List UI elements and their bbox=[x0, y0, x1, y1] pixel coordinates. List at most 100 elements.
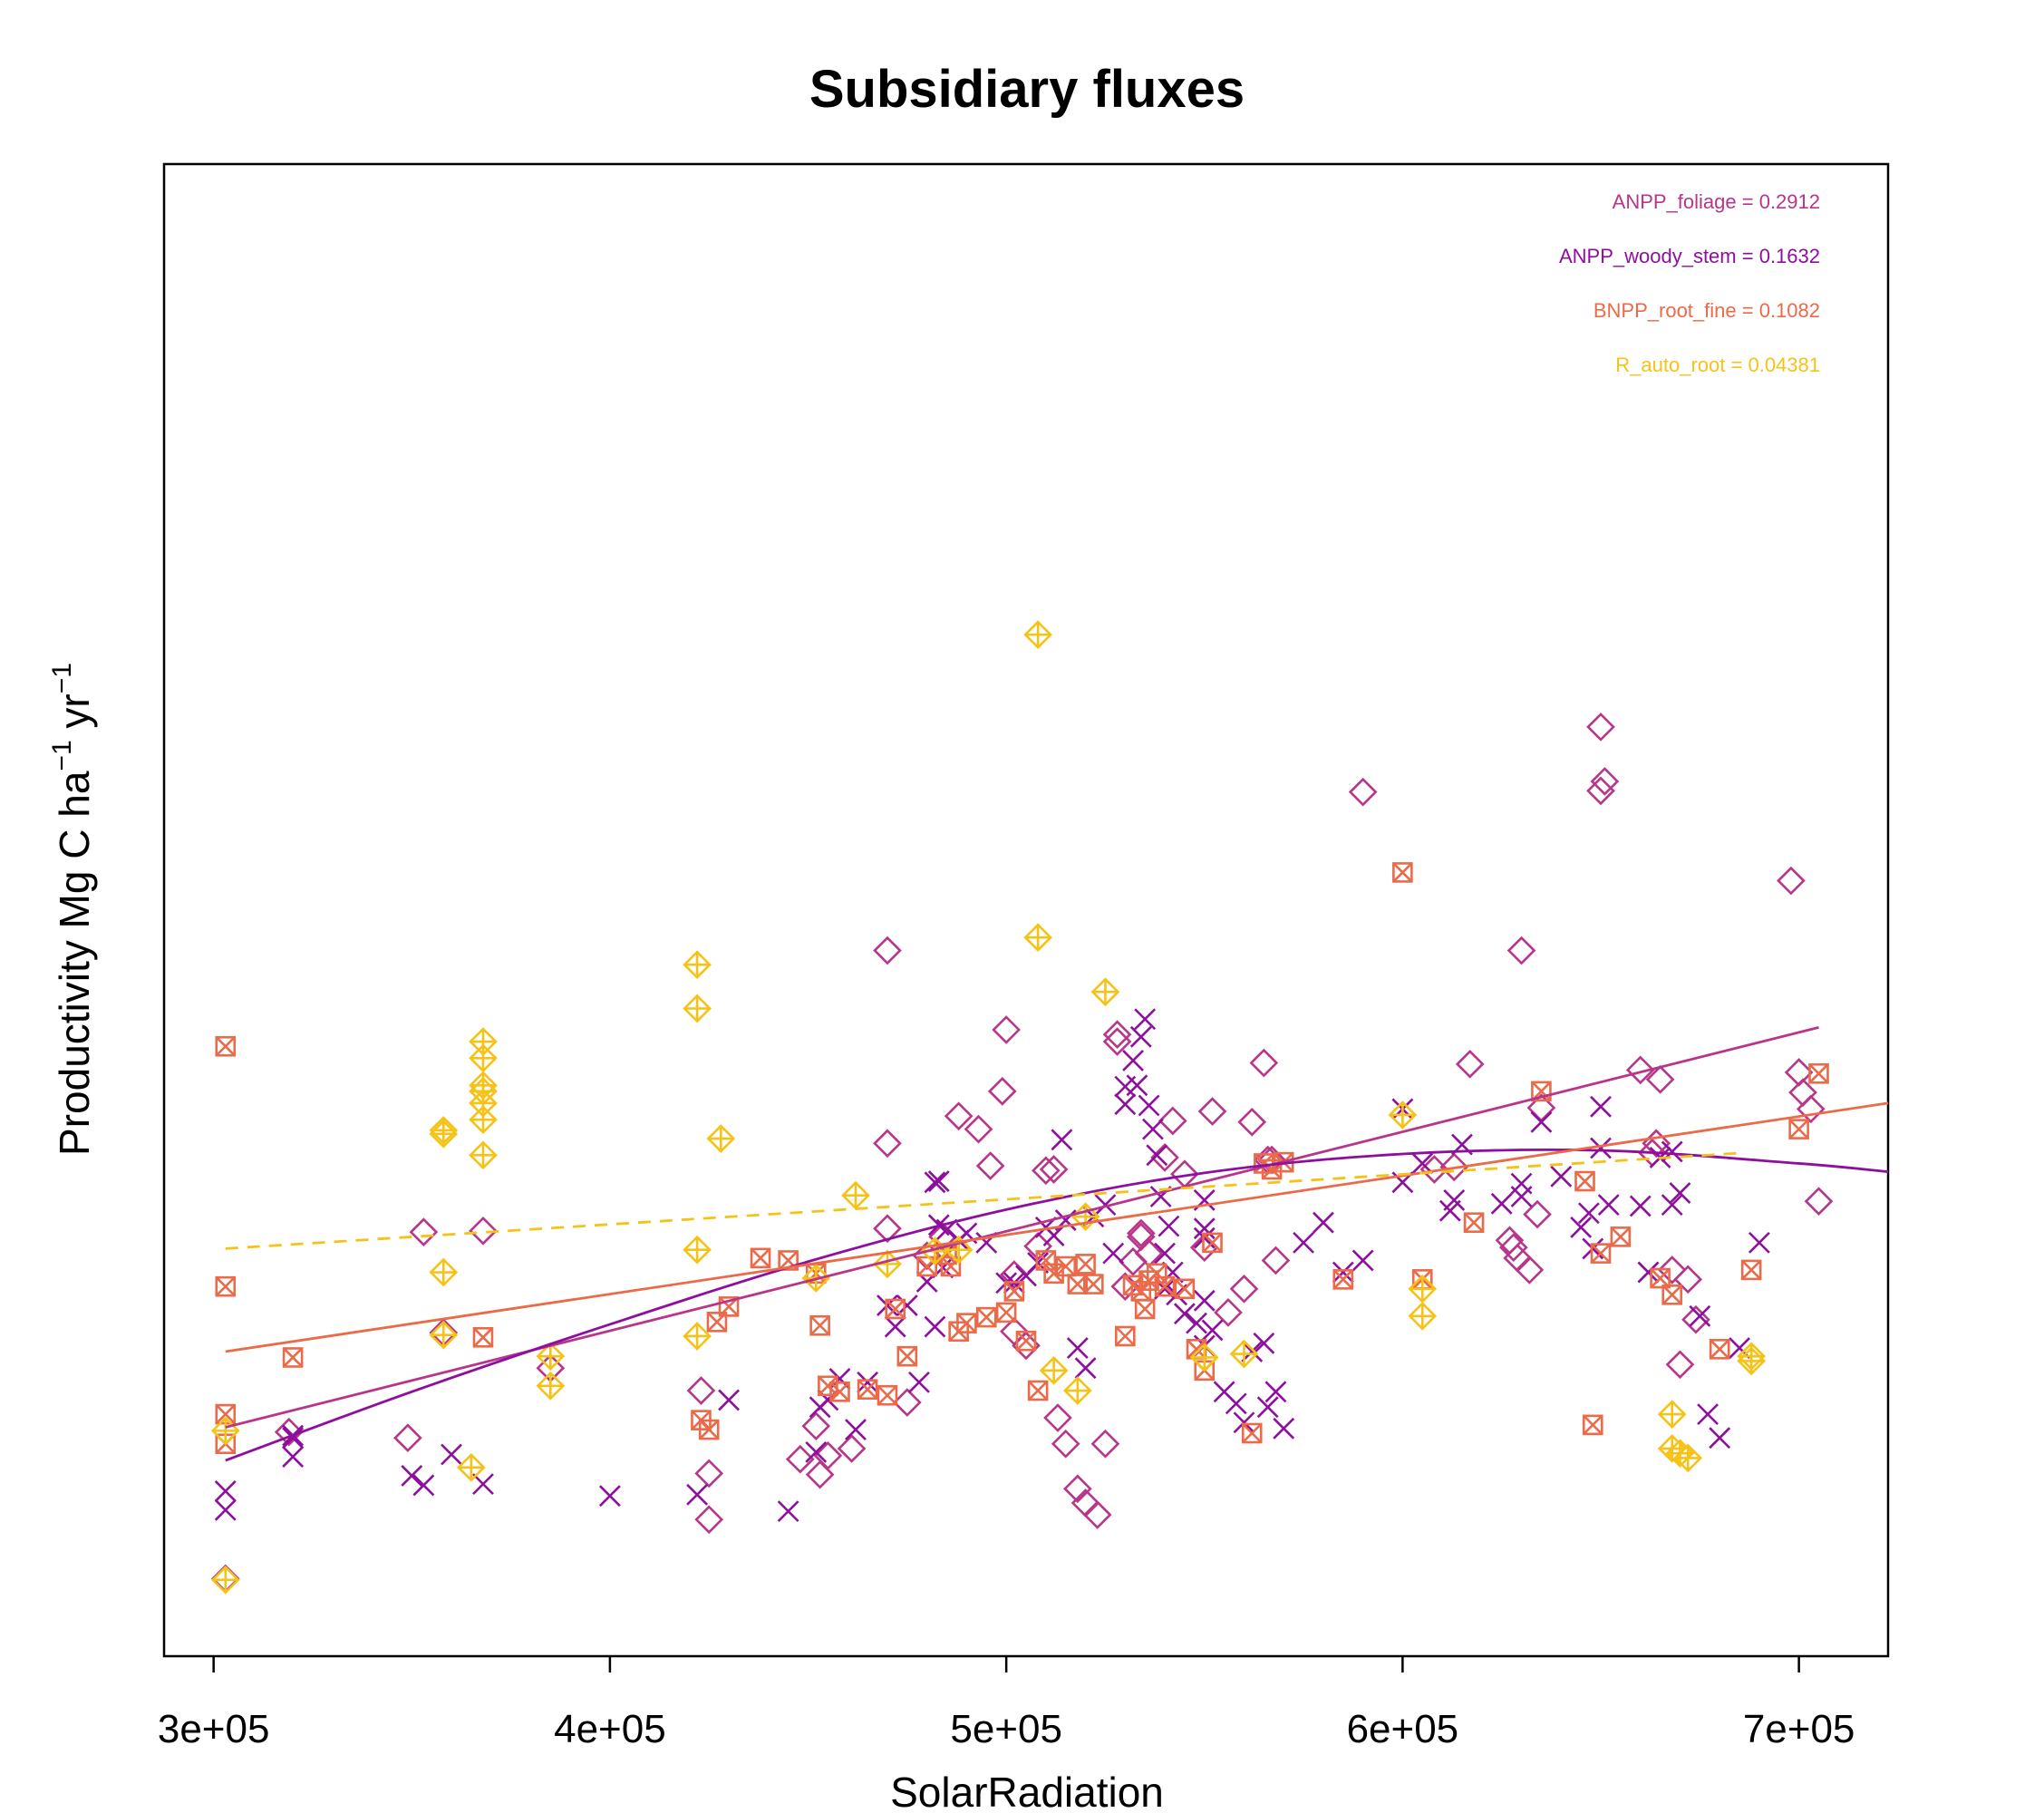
x-axis: 3e+05 4e+05 5e+05 6e+05 7e+05 bbox=[158, 1656, 1855, 1751]
point-ANPP_foliage bbox=[1515, 1256, 1545, 1285]
point-ANPP_woody_stem bbox=[1570, 1217, 1593, 1238]
point-ANPP_woody_stem bbox=[282, 1427, 305, 1449]
point-R_auto_root bbox=[1189, 1343, 1219, 1372]
point-ANPP_foliage bbox=[1348, 777, 1378, 807]
point-BNPP_root_fine bbox=[1186, 1339, 1207, 1360]
point-BNPP_root_fine bbox=[877, 1384, 898, 1406]
point-ANPP_foliage bbox=[1590, 767, 1620, 796]
point-R_auto_root bbox=[429, 1116, 459, 1145]
point-R_auto_root bbox=[683, 950, 712, 980]
point-ANPP_woody_stem bbox=[1233, 1411, 1255, 1434]
point-R_auto_root bbox=[1229, 1339, 1259, 1369]
point-ANPP_foliage bbox=[1796, 1094, 1826, 1124]
point-ANPP_foliage bbox=[1455, 1049, 1485, 1079]
point-BNPP_root_fine bbox=[857, 1379, 878, 1401]
point-R_auto_root bbox=[1063, 1376, 1092, 1405]
point-BNPP_root_fine bbox=[215, 1275, 237, 1297]
point-ANPP_foliage bbox=[1498, 1233, 1528, 1262]
point-ANPP_foliage bbox=[873, 1214, 902, 1244]
point-R_auto_root bbox=[1408, 1301, 1438, 1331]
legend-equals: = bbox=[1737, 299, 1759, 322]
point-ANPP_woody_stem bbox=[924, 1171, 946, 1194]
point-ANPP_foliage bbox=[1229, 1274, 1259, 1304]
point-ANPP_foliage bbox=[1043, 1403, 1072, 1432]
point-ANPP_foliage bbox=[1039, 1155, 1069, 1184]
point-R_auto_root bbox=[469, 1105, 498, 1135]
point-ANPP_woody_stem bbox=[1443, 1188, 1466, 1211]
point-ANPP_foliage bbox=[801, 1411, 831, 1441]
point-BNPP_root_fine bbox=[995, 1302, 1017, 1323]
point-ANPP_foliage bbox=[1000, 1260, 1029, 1289]
point-ANPP_woody_stem bbox=[1748, 1231, 1770, 1254]
point-ANPP_woody_stem bbox=[1241, 1341, 1264, 1362]
point-BNPP_root_fine bbox=[1610, 1226, 1632, 1247]
point-BNPP_root_fine bbox=[1083, 1274, 1104, 1294]
point-ANPP_woody_stem bbox=[908, 1371, 930, 1393]
point-BNPP_root_fine bbox=[215, 1035, 237, 1057]
point-ANPP_woody_stem bbox=[1225, 1392, 1247, 1415]
point-R_auto_root bbox=[429, 1320, 459, 1350]
point-ANPP_foliage bbox=[1261, 1246, 1291, 1275]
point-R_auto_root bbox=[1673, 1443, 1703, 1473]
legend-entry-BNPP_root_fine: BNPP_root_fine = 0.1082 bbox=[1594, 299, 1820, 322]
point-ANPP_woody_stem bbox=[1293, 1231, 1314, 1254]
point-ANPP_foliage bbox=[469, 1217, 498, 1246]
point-R_auto_root bbox=[429, 1257, 459, 1287]
point-ANPP_woody_stem bbox=[1590, 1137, 1612, 1159]
point-ANPP_foliage bbox=[1249, 1048, 1279, 1078]
point-ANPP_foliage bbox=[1063, 1474, 1092, 1504]
point-ANPP_woody_stem bbox=[1158, 1215, 1180, 1237]
fit-lines bbox=[225, 1026, 1889, 1462]
point-ANPP_woody_stem bbox=[718, 1389, 740, 1411]
point-ANPP_woody_stem bbox=[927, 1170, 950, 1192]
legend-entry-ANPP_woody_stem: ANPP_woody_stem = 0.1632 bbox=[1559, 245, 1820, 267]
point-ANPP_woody_stem bbox=[1689, 1304, 1711, 1327]
point-ANPP_woody_stem bbox=[805, 1440, 828, 1463]
point-BNPP_root_fine bbox=[1134, 1298, 1156, 1320]
point-ANPP_woody_stem bbox=[1193, 1217, 1216, 1240]
point-ANPP_woody_stem bbox=[1253, 1332, 1275, 1354]
point-ANPP_woody_stem bbox=[1051, 1129, 1073, 1151]
point-BNPP_root_fine bbox=[1463, 1212, 1485, 1234]
point-R_auto_root bbox=[706, 1124, 736, 1153]
point-BNPP_root_fine bbox=[1115, 1325, 1136, 1347]
point-ANPP_woody_stem bbox=[1669, 1182, 1691, 1204]
point-ANPP_foliage bbox=[964, 1114, 993, 1144]
point-BNPP_root_fine bbox=[1174, 1278, 1196, 1300]
chart-title: Subsidiary fluxes bbox=[809, 60, 1245, 119]
point-ANPP_woody_stem bbox=[1114, 1093, 1137, 1116]
point-ANPP_woody_stem bbox=[1550, 1165, 1573, 1188]
point-ANPP_foliage bbox=[1051, 1429, 1080, 1459]
point-ANPP_woody_stem bbox=[1193, 1289, 1216, 1312]
legend-equals: = bbox=[1737, 245, 1759, 267]
legend-entry-R_auto_root: R_auto_root = 0.04381 bbox=[1615, 354, 1820, 376]
point-ANPP_foliage bbox=[1625, 1055, 1655, 1085]
point-BNPP_root_fine bbox=[1392, 862, 1413, 883]
fit-line-R_auto_root bbox=[225, 1151, 1744, 1250]
point-ANPP_foliage bbox=[274, 1417, 304, 1447]
point-R_auto_root bbox=[1408, 1274, 1438, 1304]
point-ANPP_foliage bbox=[873, 936, 902, 965]
point-ANPP_foliage bbox=[1523, 1199, 1552, 1229]
point-ANPP_woody_stem bbox=[884, 1315, 906, 1338]
point-ANPP_foliage bbox=[694, 1505, 724, 1535]
point-ANPP_woody_stem bbox=[1332, 1261, 1354, 1284]
point-ANPP_woody_stem bbox=[1122, 1050, 1144, 1071]
point-ANPP_foliage bbox=[805, 1459, 835, 1489]
point-BNPP_root_fine bbox=[1202, 1232, 1223, 1254]
point-R_auto_root bbox=[1090, 977, 1120, 1007]
point-ANPP_woody_stem bbox=[1264, 1381, 1287, 1403]
data-points bbox=[210, 620, 1834, 1595]
point-ANPP_foliage bbox=[1777, 866, 1806, 896]
point-BNPP_root_fine bbox=[750, 1247, 771, 1269]
fit-line-BNPP_root_fine bbox=[225, 1101, 1889, 1353]
point-ANPP_woody_stem bbox=[598, 1485, 621, 1508]
point-BNPP_root_fine bbox=[1740, 1259, 1762, 1281]
point-ANPP_foliage bbox=[1126, 1218, 1156, 1248]
point-ANPP_woody_stem bbox=[472, 1473, 494, 1496]
point-ANPP_foliage bbox=[975, 1151, 1005, 1180]
legend-label: ANPP_woody_stem bbox=[1559, 245, 1737, 267]
point-R_auto_root bbox=[1023, 923, 1052, 953]
point-ANPP_woody_stem bbox=[1597, 1194, 1620, 1217]
